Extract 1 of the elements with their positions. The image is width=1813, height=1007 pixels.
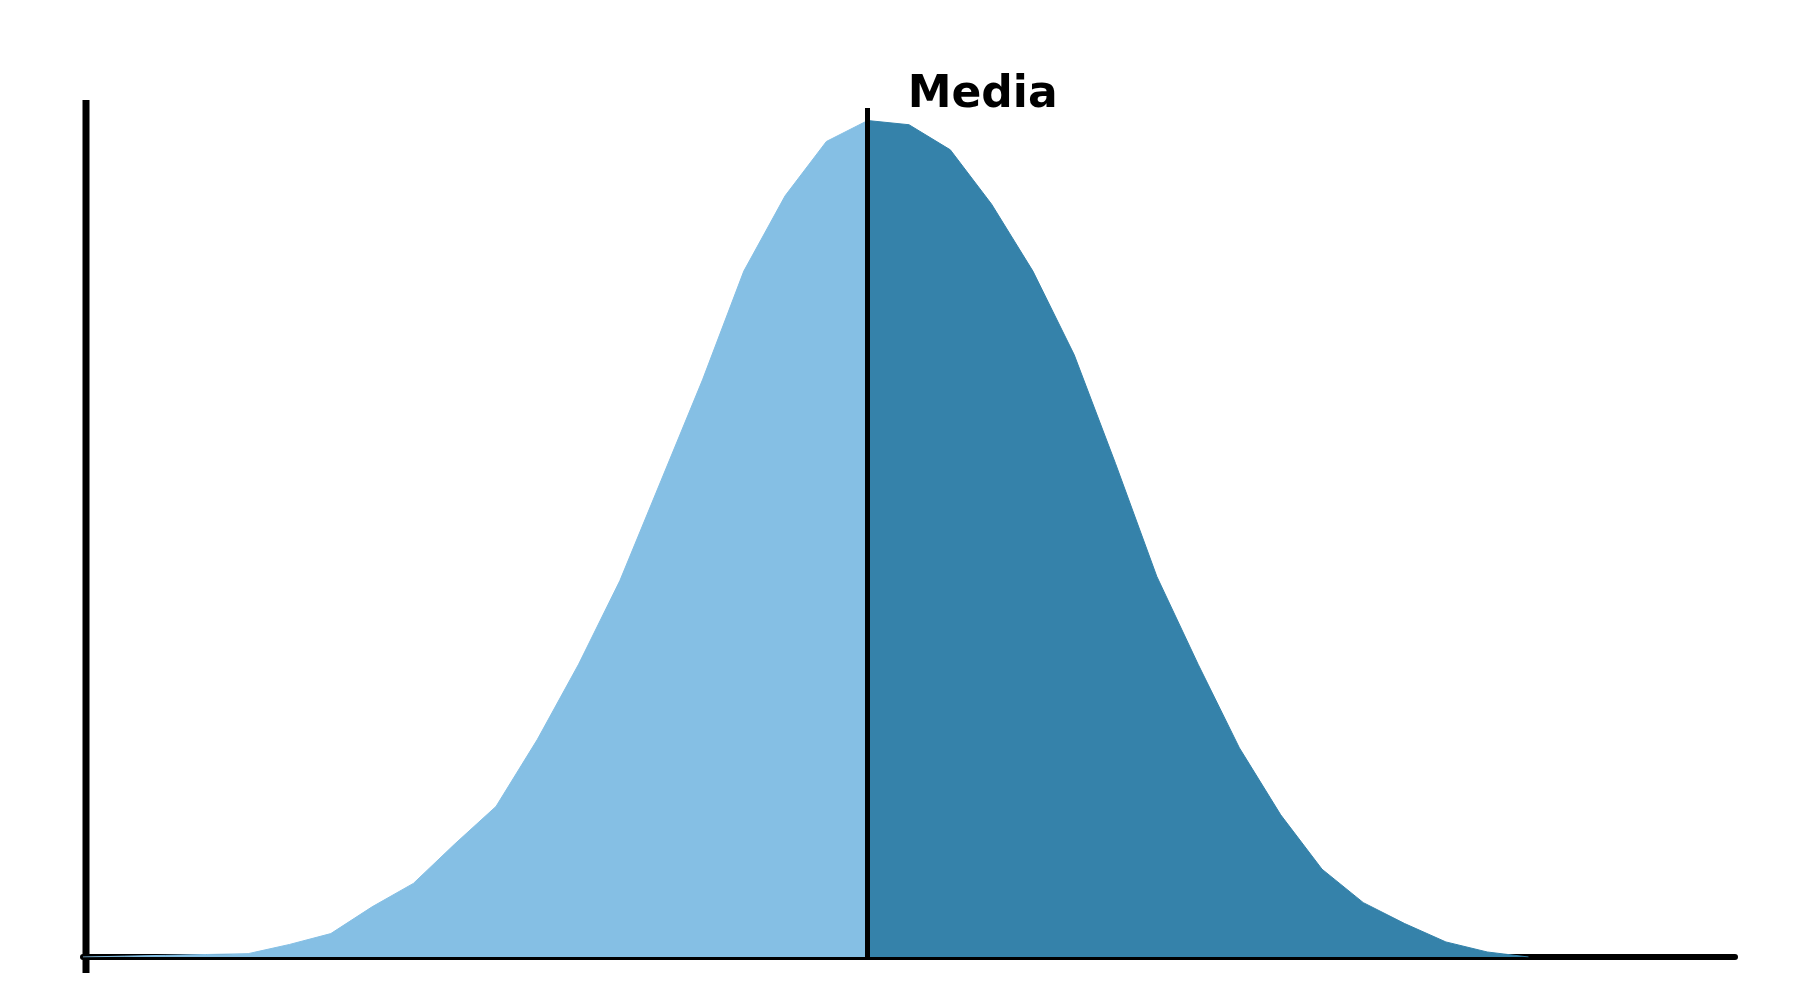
text: Media (907, 65, 1058, 117)
